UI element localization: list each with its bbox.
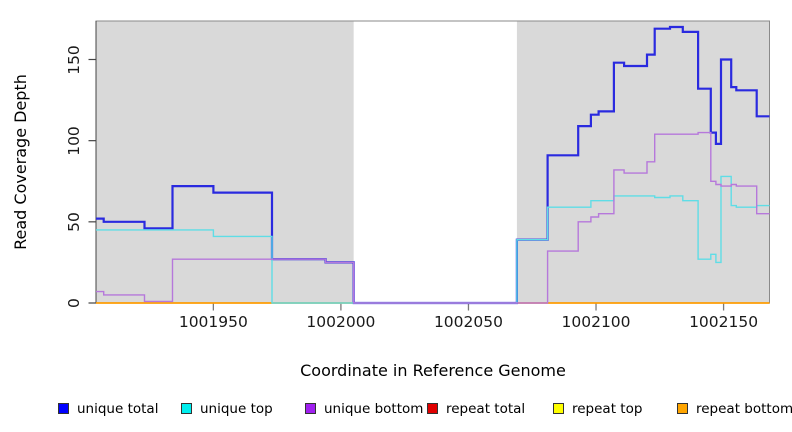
y-axis-title: Read Coverage Depth	[11, 74, 30, 250]
x-tick-label: 1002150	[689, 313, 759, 331]
x-tick-label: 1002000	[306, 313, 376, 331]
y-tick-label: 100	[65, 125, 83, 156]
legend-swatch-icon	[58, 403, 69, 414]
legend-swatch-icon	[677, 403, 688, 414]
y-tick-label: 50	[65, 211, 83, 232]
x-tick-label: 1002100	[561, 313, 631, 331]
series-line-unique-bottom	[96, 131, 770, 304]
legend-item: repeat total	[427, 400, 526, 417]
x-tick-label: 1001950	[178, 313, 248, 331]
legend-label: repeat bottom	[696, 400, 792, 417]
legend-item: unique top	[181, 400, 273, 417]
legend-item: unique total	[58, 400, 159, 417]
legend-item: repeat top	[553, 400, 643, 417]
legend-label: unique top	[200, 400, 273, 417]
legend-label: repeat total	[446, 400, 526, 417]
legend-item: unique bottom	[305, 400, 424, 417]
shaded-background-region	[516, 21, 770, 303]
legend-label: unique total	[77, 400, 159, 417]
legend-label: unique bottom	[324, 400, 424, 417]
legend-swatch-icon	[305, 403, 316, 414]
legend-label: repeat top	[572, 400, 643, 417]
series-line-unique-total	[96, 25, 770, 305]
shaded-background-region	[96, 21, 354, 303]
x-tick-label: 1002050	[433, 313, 503, 331]
legend-swatch-icon	[553, 403, 564, 414]
legend-swatch-icon	[181, 403, 192, 414]
legend-item: repeat bottom	[677, 400, 792, 417]
y-tick-label: 150	[65, 44, 83, 75]
y-tick-label: 0	[65, 298, 83, 308]
x-axis-title: Coordinate in Reference Genome	[300, 361, 566, 380]
series-line-unique-top	[96, 175, 770, 304]
legend-swatch-icon	[427, 403, 438, 414]
